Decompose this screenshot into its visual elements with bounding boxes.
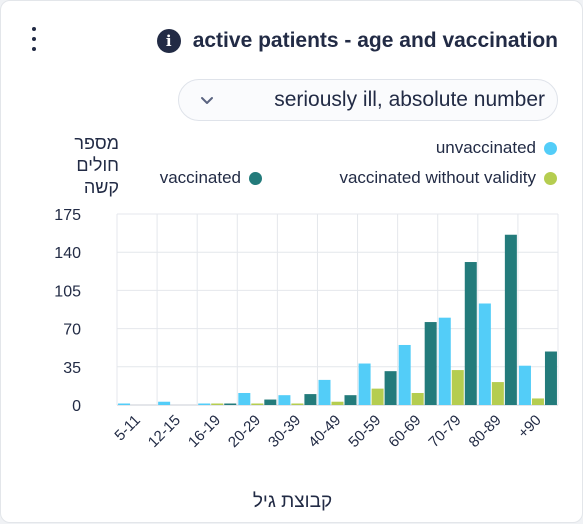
bar-unvaccinated [438, 317, 451, 405]
bar-unvaccinated [278, 395, 291, 405]
bar-unvaccinated [238, 392, 251, 405]
legend-label: vaccinated without validity [339, 168, 536, 187]
bar-vaccinated [504, 234, 517, 405]
x-tick-label: 5-11 [111, 412, 143, 444]
bar-vaccinated-without-validity [211, 403, 224, 405]
legend-swatch [544, 141, 557, 155]
x-tick-label: 20-29 [225, 412, 264, 451]
legend-item-vaccinated[interactable]: vaccinated [160, 168, 262, 188]
kebab-dot [32, 47, 36, 51]
y-axis-label-line: קשה [83, 177, 119, 197]
bar-vaccinated-without-validity [531, 398, 544, 405]
card-title: active patients - age and vaccination [192, 29, 558, 52]
bar-vaccinated [464, 262, 477, 405]
x-tick-label: 40-49 [305, 412, 344, 451]
chevron-down-icon [201, 97, 213, 104]
y-tick-label: 140 [54, 245, 81, 262]
bar-vaccinated-without-validity [371, 388, 384, 405]
legend-item-unvaccinated[interactable]: unvaccinated [436, 138, 557, 158]
bar-unvaccinated [158, 401, 171, 405]
bar-vaccinated-without-validity [411, 392, 424, 405]
bar-vaccinated-without-validity [331, 401, 344, 405]
legend-item-vaccinated-without-validity[interactable]: vaccinated without validity [339, 168, 557, 188]
bar-vaccinated-without-validity [251, 403, 264, 405]
x-tick-label: +90 [515, 412, 545, 442]
bar-vaccinated-without-validity [291, 403, 304, 405]
bar-unvaccinated [398, 344, 411, 405]
more-options-button[interactable] [25, 27, 43, 51]
bar-unvaccinated [518, 365, 531, 405]
x-axis-label: קבוצת גיל [252, 491, 333, 512]
bar-unvaccinated [358, 363, 371, 405]
y-tick-label: 35 [63, 360, 81, 377]
legend-label: vaccinated [159, 168, 241, 187]
legend-swatch [249, 171, 262, 185]
y-axis-label-line: מספר [74, 133, 119, 153]
bar-vaccinated [384, 371, 397, 405]
y-tick-label: 0 [72, 398, 81, 415]
y-tick-label: 105 [54, 283, 81, 300]
y-axis-label-line: חולים [76, 155, 119, 175]
legend-label: unvaccinated [435, 138, 536, 157]
x-tick-label: 12-15 [145, 412, 184, 451]
bar-unvaccinated [478, 303, 491, 405]
info-icon[interactable]: i [156, 29, 181, 53]
bar-vaccinated [544, 351, 557, 405]
bar-vaccinated-without-validity [451, 370, 464, 405]
bar-vaccinated [224, 403, 237, 405]
x-tick-label: 16-19 [185, 412, 224, 451]
x-tick-label: 70-79 [425, 412, 464, 451]
bar-unvaccinated [198, 403, 211, 405]
y-axis-label: מספר חולים קשה [9, 132, 119, 198]
bar-unvaccinated [318, 379, 331, 405]
kebab-dot [32, 27, 36, 31]
x-tick-label: 30-39 [265, 412, 304, 451]
x-tick-label: 60-69 [385, 412, 424, 451]
y-tick-label: 175 [54, 207, 81, 224]
bar-unvaccinated [118, 403, 131, 405]
kebab-dot [32, 37, 36, 41]
bar-vaccinated-without-validity [491, 382, 504, 405]
bar-vaccinated [304, 394, 317, 405]
y-tick-label: 70 [63, 322, 81, 339]
x-tick-label: 80-89 [466, 412, 505, 451]
metric-dropdown[interactable]: seriously ill, absolute number [178, 79, 558, 121]
bar-vaccinated [264, 399, 277, 405]
card-header: i active patients - age and vaccination [156, 27, 558, 55]
bar-vaccinated [344, 395, 357, 405]
x-tick-label: 50-59 [345, 412, 384, 451]
legend-swatch [544, 171, 557, 185]
bar-vaccinated [424, 322, 437, 405]
dropdown-selected-value: seriously ill, absolute number [274, 88, 545, 111]
